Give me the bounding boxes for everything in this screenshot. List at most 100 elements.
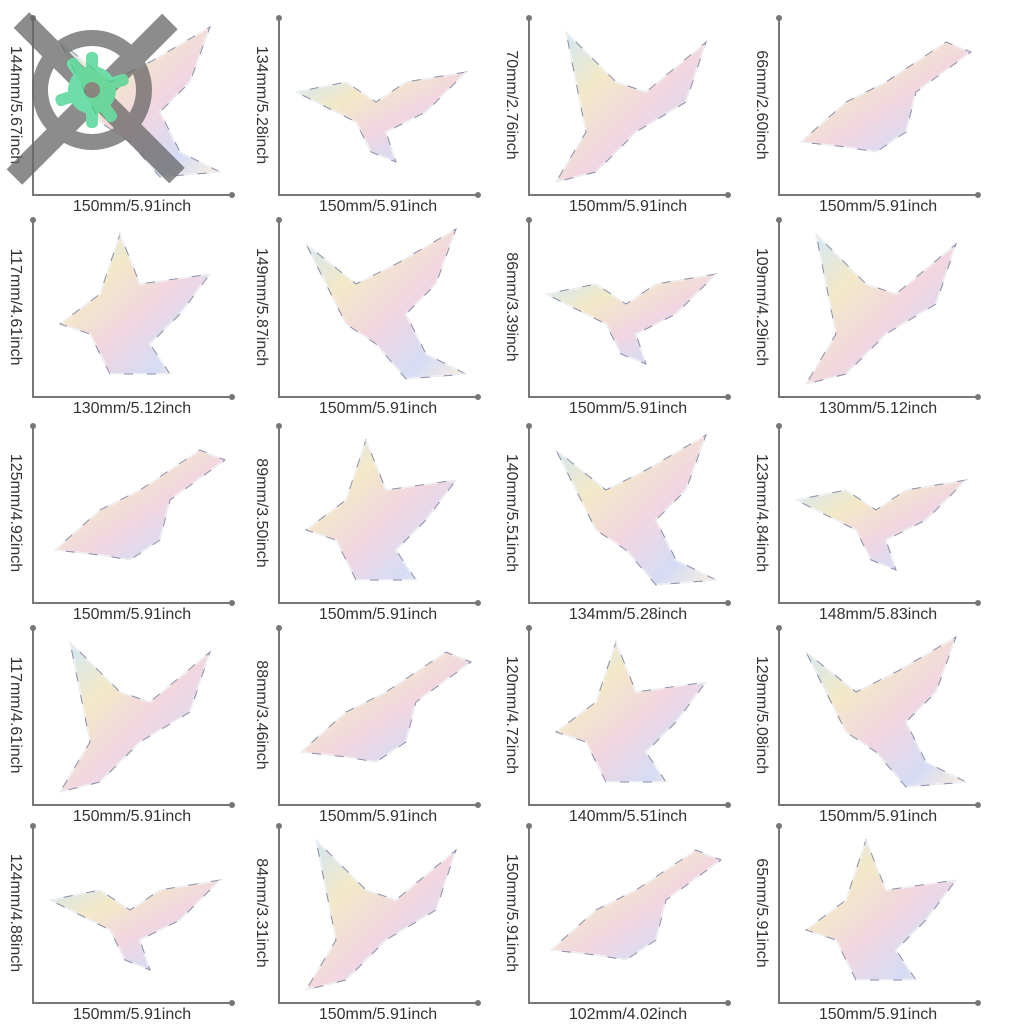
axis-end-dot	[725, 802, 731, 808]
axis-end-dot	[776, 823, 782, 829]
width-axis	[278, 1002, 478, 1004]
axis-end-dot	[725, 600, 731, 606]
axis-end-dot	[776, 217, 782, 223]
width-label: 134mm/5.28inch	[568, 606, 688, 623]
width-label: 130mm/5.12inch	[72, 400, 192, 417]
width-label: 150mm/5.91inch	[72, 808, 192, 825]
bird-sticker-image	[292, 70, 469, 164]
height-axis	[278, 426, 280, 604]
axis-end-dot	[276, 625, 282, 631]
sticker-item: 149mm/5.87inch 150mm/5.91inch	[246, 202, 496, 417]
axis-end-dot	[776, 15, 782, 21]
axis-end-dot	[725, 192, 731, 198]
axis-end-dot	[276, 423, 282, 429]
axis-end-dot	[475, 1000, 481, 1006]
width-label: 150mm/5.91inch	[72, 1006, 192, 1023]
width-axis	[32, 396, 232, 398]
bird-sticker-image	[803, 837, 959, 981]
axis-end-dot	[229, 192, 235, 198]
bird-sticker-image	[555, 432, 720, 587]
width-label: 150mm/5.91inch	[318, 400, 438, 417]
width-label: 140mm/5.51inch	[568, 808, 688, 825]
width-axis	[32, 194, 232, 196]
axis-end-dot	[229, 394, 235, 400]
bird-sticker-image	[305, 226, 470, 381]
height-axis	[778, 826, 780, 1004]
sticker-item: 109mm/4.29inch 130mm/5.12inch	[746, 202, 996, 417]
axis-end-dot	[30, 217, 36, 223]
height-axis	[528, 426, 530, 604]
bird-sticker-image	[303, 437, 459, 581]
bird-sticker-image	[303, 836, 459, 992]
width-label: 148mm/5.83inch	[818, 606, 938, 623]
height-label: 65mm/5.91inch	[753, 858, 770, 968]
axis-end-dot	[975, 1000, 981, 1006]
width-axis	[778, 194, 978, 196]
axis-end-dot	[229, 1000, 235, 1006]
width-axis	[278, 396, 478, 398]
width-label: 150mm/5.91inch	[568, 198, 688, 215]
width-axis	[778, 1002, 978, 1004]
axis-end-dot	[276, 823, 282, 829]
height-axis	[778, 426, 780, 604]
sticker-item: 117mm/4.61inch 150mm/5.91inch	[0, 610, 250, 825]
height-label: 150mm/5.91inch	[503, 853, 520, 973]
axis-end-dot	[475, 192, 481, 198]
height-axis	[32, 628, 34, 806]
sticker-item: 124mm/4.88inch 150mm/5.91inch	[0, 808, 250, 1023]
bird-sticker-image	[803, 230, 959, 386]
width-axis	[32, 602, 232, 604]
axis-end-dot	[276, 15, 282, 21]
height-axis	[32, 426, 34, 604]
bird-sticker-image	[542, 272, 719, 366]
width-axis	[778, 396, 978, 398]
height-label: 120mm/4.72inch	[503, 655, 520, 775]
axis-end-dot	[30, 423, 36, 429]
height-label: 124mm/4.88inch	[7, 853, 24, 973]
axis-end-dot	[526, 15, 532, 21]
height-axis	[778, 18, 780, 196]
width-axis	[528, 194, 728, 196]
width-label: 150mm/5.91inch	[318, 1006, 438, 1023]
width-axis	[278, 804, 478, 806]
axis-end-dot	[276, 217, 282, 223]
axis-end-dot	[229, 600, 235, 606]
height-label: 70mm/2.76inch	[503, 50, 520, 160]
sticker-item: 86mm/3.39inch 150mm/5.91inch	[496, 202, 746, 417]
height-label: 129mm/5.08inch	[753, 655, 770, 775]
height-axis	[32, 826, 34, 1004]
bird-sticker-image	[46, 878, 223, 972]
sticker-item: 88mm/3.46inch 150mm/5.91inch	[246, 610, 496, 825]
width-label: 150mm/5.91inch	[72, 606, 192, 623]
sticker-item: 129mm/5.08inch 150mm/5.91inch	[746, 610, 996, 825]
axis-end-dot	[30, 823, 36, 829]
sticker-item: 70mm/2.76inch 150mm/5.91inch	[496, 0, 746, 215]
width-axis	[528, 804, 728, 806]
axis-end-dot	[725, 394, 731, 400]
height-axis	[32, 18, 34, 196]
width-label: 150mm/5.91inch	[318, 808, 438, 825]
sticker-item: 125mm/4.92inch 150mm/5.91inch	[0, 408, 250, 623]
bird-sticker-image	[798, 40, 974, 154]
height-label: 123mm/4.84inch	[753, 453, 770, 573]
bird-sticker-image	[57, 638, 213, 794]
axis-end-dot	[30, 625, 36, 631]
width-label: 150mm/5.91inch	[818, 808, 938, 825]
width-label: 150mm/5.91inch	[72, 198, 192, 215]
axis-end-dot	[229, 802, 235, 808]
height-axis	[528, 826, 530, 1004]
width-axis	[528, 602, 728, 604]
width-axis	[778, 804, 978, 806]
height-axis	[32, 220, 34, 398]
height-axis	[278, 18, 280, 196]
height-axis	[278, 826, 280, 1004]
width-axis	[32, 1002, 232, 1004]
height-label: 89mm/3.50inch	[253, 458, 270, 568]
width-label: 150mm/5.91inch	[818, 1006, 938, 1023]
height-label: 86mm/3.39inch	[503, 252, 520, 362]
height-label: 117mm/4.61inch	[7, 656, 24, 774]
width-label: 150mm/5.91inch	[318, 606, 438, 623]
axis-end-dot	[975, 394, 981, 400]
width-axis	[528, 396, 728, 398]
bird-sticker-image	[805, 634, 970, 789]
